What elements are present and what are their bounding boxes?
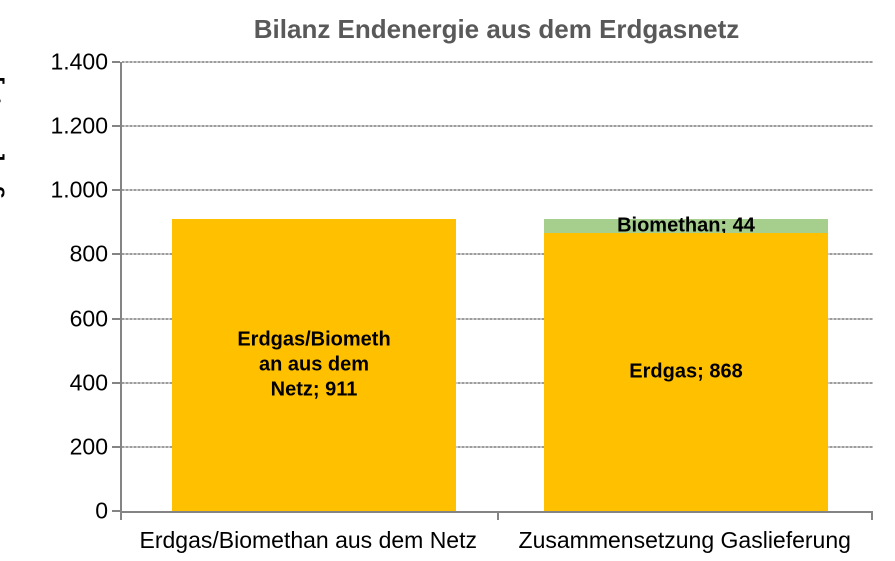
gridline-1400: 1.400 [50,49,873,75]
y-tick-label: 1.400 [50,48,108,75]
gridline-1000: 1.000 [50,177,873,203]
gridline [122,253,873,256]
bar-erdgas-biomethan-netz: Erdgas/Biometh an aus dem Netz; 911 [172,62,456,511]
x-axis-category-labels: Erdgas/Biomethan aus dem Netz Zusammense… [120,527,873,554]
gridline [122,317,873,320]
plot-area: 1.400 1.200 1.000 800 600 400 [50,49,873,524]
gridline [122,445,873,448]
y-tick-label: 800 [69,240,108,267]
y-tick-label: 1.000 [50,176,108,203]
bar-data-label: Erdgas/Biometh an aus dem Netz; 911 [237,327,390,402]
bar-data-label-line: Netz; 911 [270,378,358,401]
gridline-200: 200 [70,433,873,459]
gridline [122,125,873,128]
y-tick-label: 200 [69,433,108,460]
y-tick-label: 0 [95,497,108,524]
gridline [122,189,873,192]
gridline-1200: 1.200 [50,113,873,139]
y-tick-label: 1.200 [50,112,108,139]
y-tick-mark [112,189,120,192]
bar-data-label-line: Erdgas/Biometh [237,328,391,351]
y-tick-mark [112,61,120,63]
y-tick-mark [112,510,120,512]
y-axis-title: Endenergie [GWh/a] [0,76,5,287]
y-tick-label: 600 [69,305,108,332]
gridline-800: 800 [70,241,873,267]
category-label-zusammensetzung: Zusammensetzung Gaslieferung [518,527,851,553]
chart-title: Bilanz Endenergie aus dem Erdgasnetz [253,14,740,44]
bar-zusammensetzung-gaslieferung: Biomethan; 44 Erdgas; 868 [544,62,828,511]
x-tick-mark [871,511,873,520]
category-label-erdgas-biomethan-netz: Erdgas/Biomethan aus dem Netz [139,527,477,553]
gridline-400: 400 [70,369,873,395]
x-tick-mark [120,511,122,520]
gridline [122,61,873,63]
bar-segment-erdgas-biomethan-netz: Erdgas/Biometh an aus dem Netz; 911 [172,218,456,511]
y-tick-mark [112,253,120,256]
bar-data-label: Biomethan; 44 [617,214,755,237]
y-tick-mark [112,381,120,384]
y-tick-mark [112,125,120,128]
gridline-600: 600 [70,305,873,331]
y-tick-label: 400 [69,369,108,396]
bar-segment-erdgas: Erdgas; 868 [544,232,828,511]
bar-data-label: Erdgas; 868 [629,360,743,383]
x-tick-mark [496,511,499,520]
y-tick-mark [112,445,120,448]
bar-data-label-line: an aus dem [258,353,370,376]
gridline [122,381,873,384]
gridline-0: 0 [95,498,873,524]
bar-segment-biomethan: Biomethan; 44 [544,214,828,236]
y-tick-mark [112,317,120,320]
